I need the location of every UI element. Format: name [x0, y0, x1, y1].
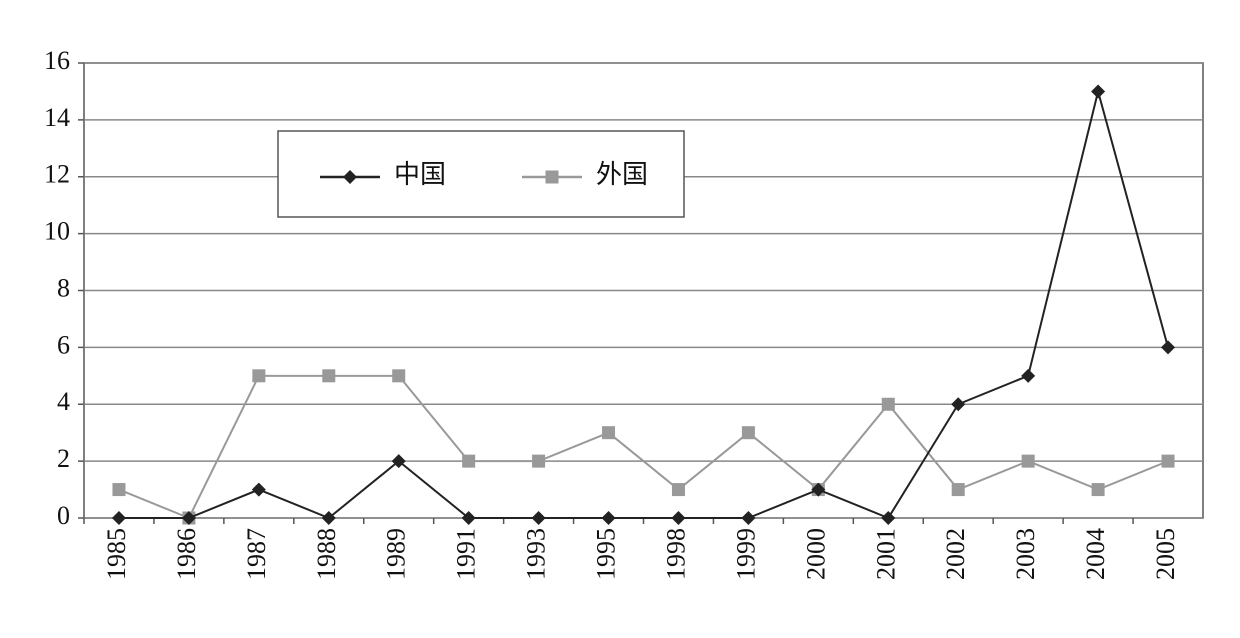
point: [1091, 84, 1106, 99]
point: [881, 511, 896, 525]
x-tick-label: 2003: [1011, 528, 1040, 580]
point: [741, 511, 756, 525]
x-tick-label: 1993: [522, 528, 551, 580]
point: [951, 483, 965, 497]
point: [671, 483, 685, 497]
y-tick-label: 10: [44, 217, 70, 246]
point: [322, 369, 336, 383]
point: [181, 511, 196, 525]
point: [392, 369, 406, 383]
point: [1161, 454, 1175, 468]
series-line: [118, 87, 1169, 520]
point: [321, 511, 336, 525]
point: [881, 397, 895, 411]
y-tick-label: 16: [44, 46, 70, 75]
x-tick-label: 1986: [172, 528, 201, 580]
x-tick-label: 2000: [801, 528, 830, 580]
x-tick-label: 1985: [102, 528, 131, 580]
x-tick-label: 1995: [592, 528, 621, 580]
x-tick-label: 1991: [452, 528, 481, 580]
point: [111, 511, 126, 525]
point: [251, 482, 266, 497]
x-tick-label: 1987: [242, 528, 271, 580]
legend-marker: [545, 170, 559, 184]
x-tick-label: 1999: [731, 528, 760, 580]
y-tick-label: 12: [44, 160, 70, 189]
point: [391, 454, 406, 469]
x-tick-label: 1988: [312, 528, 341, 580]
y-tick-label: 6: [57, 330, 70, 359]
x-tick-label: 1998: [661, 528, 690, 580]
point: [811, 482, 826, 497]
point: [112, 483, 126, 497]
x-tick-label: 2001: [871, 528, 900, 580]
point: [601, 511, 616, 525]
legend-label: 中国: [394, 160, 446, 189]
point: [1161, 340, 1176, 355]
point: [462, 454, 476, 468]
y-tick-label: 8: [57, 273, 70, 302]
legend-label: 外国: [596, 160, 648, 189]
y-tick-label: 0: [57, 501, 70, 530]
point: [741, 426, 755, 440]
legend-marker: [343, 170, 357, 184]
x-tick-label: 2002: [941, 528, 970, 580]
point: [252, 369, 266, 383]
point: [531, 511, 546, 525]
y-tick-label: 4: [57, 387, 70, 416]
x-tick-label: 1989: [382, 528, 411, 580]
series-line: [118, 374, 1169, 520]
legend-box: [277, 130, 685, 218]
point: [461, 511, 476, 525]
point: [1091, 483, 1105, 497]
y-tick-label: 14: [44, 103, 70, 132]
point: [1021, 454, 1035, 468]
point: [532, 454, 546, 468]
point: [671, 511, 686, 525]
point: [1021, 368, 1036, 383]
point: [602, 426, 616, 440]
x-tick-label: 2004: [1081, 528, 1110, 580]
y-tick-label: 2: [57, 444, 70, 473]
point: [951, 397, 966, 412]
x-tick-label: 2005: [1151, 528, 1180, 580]
